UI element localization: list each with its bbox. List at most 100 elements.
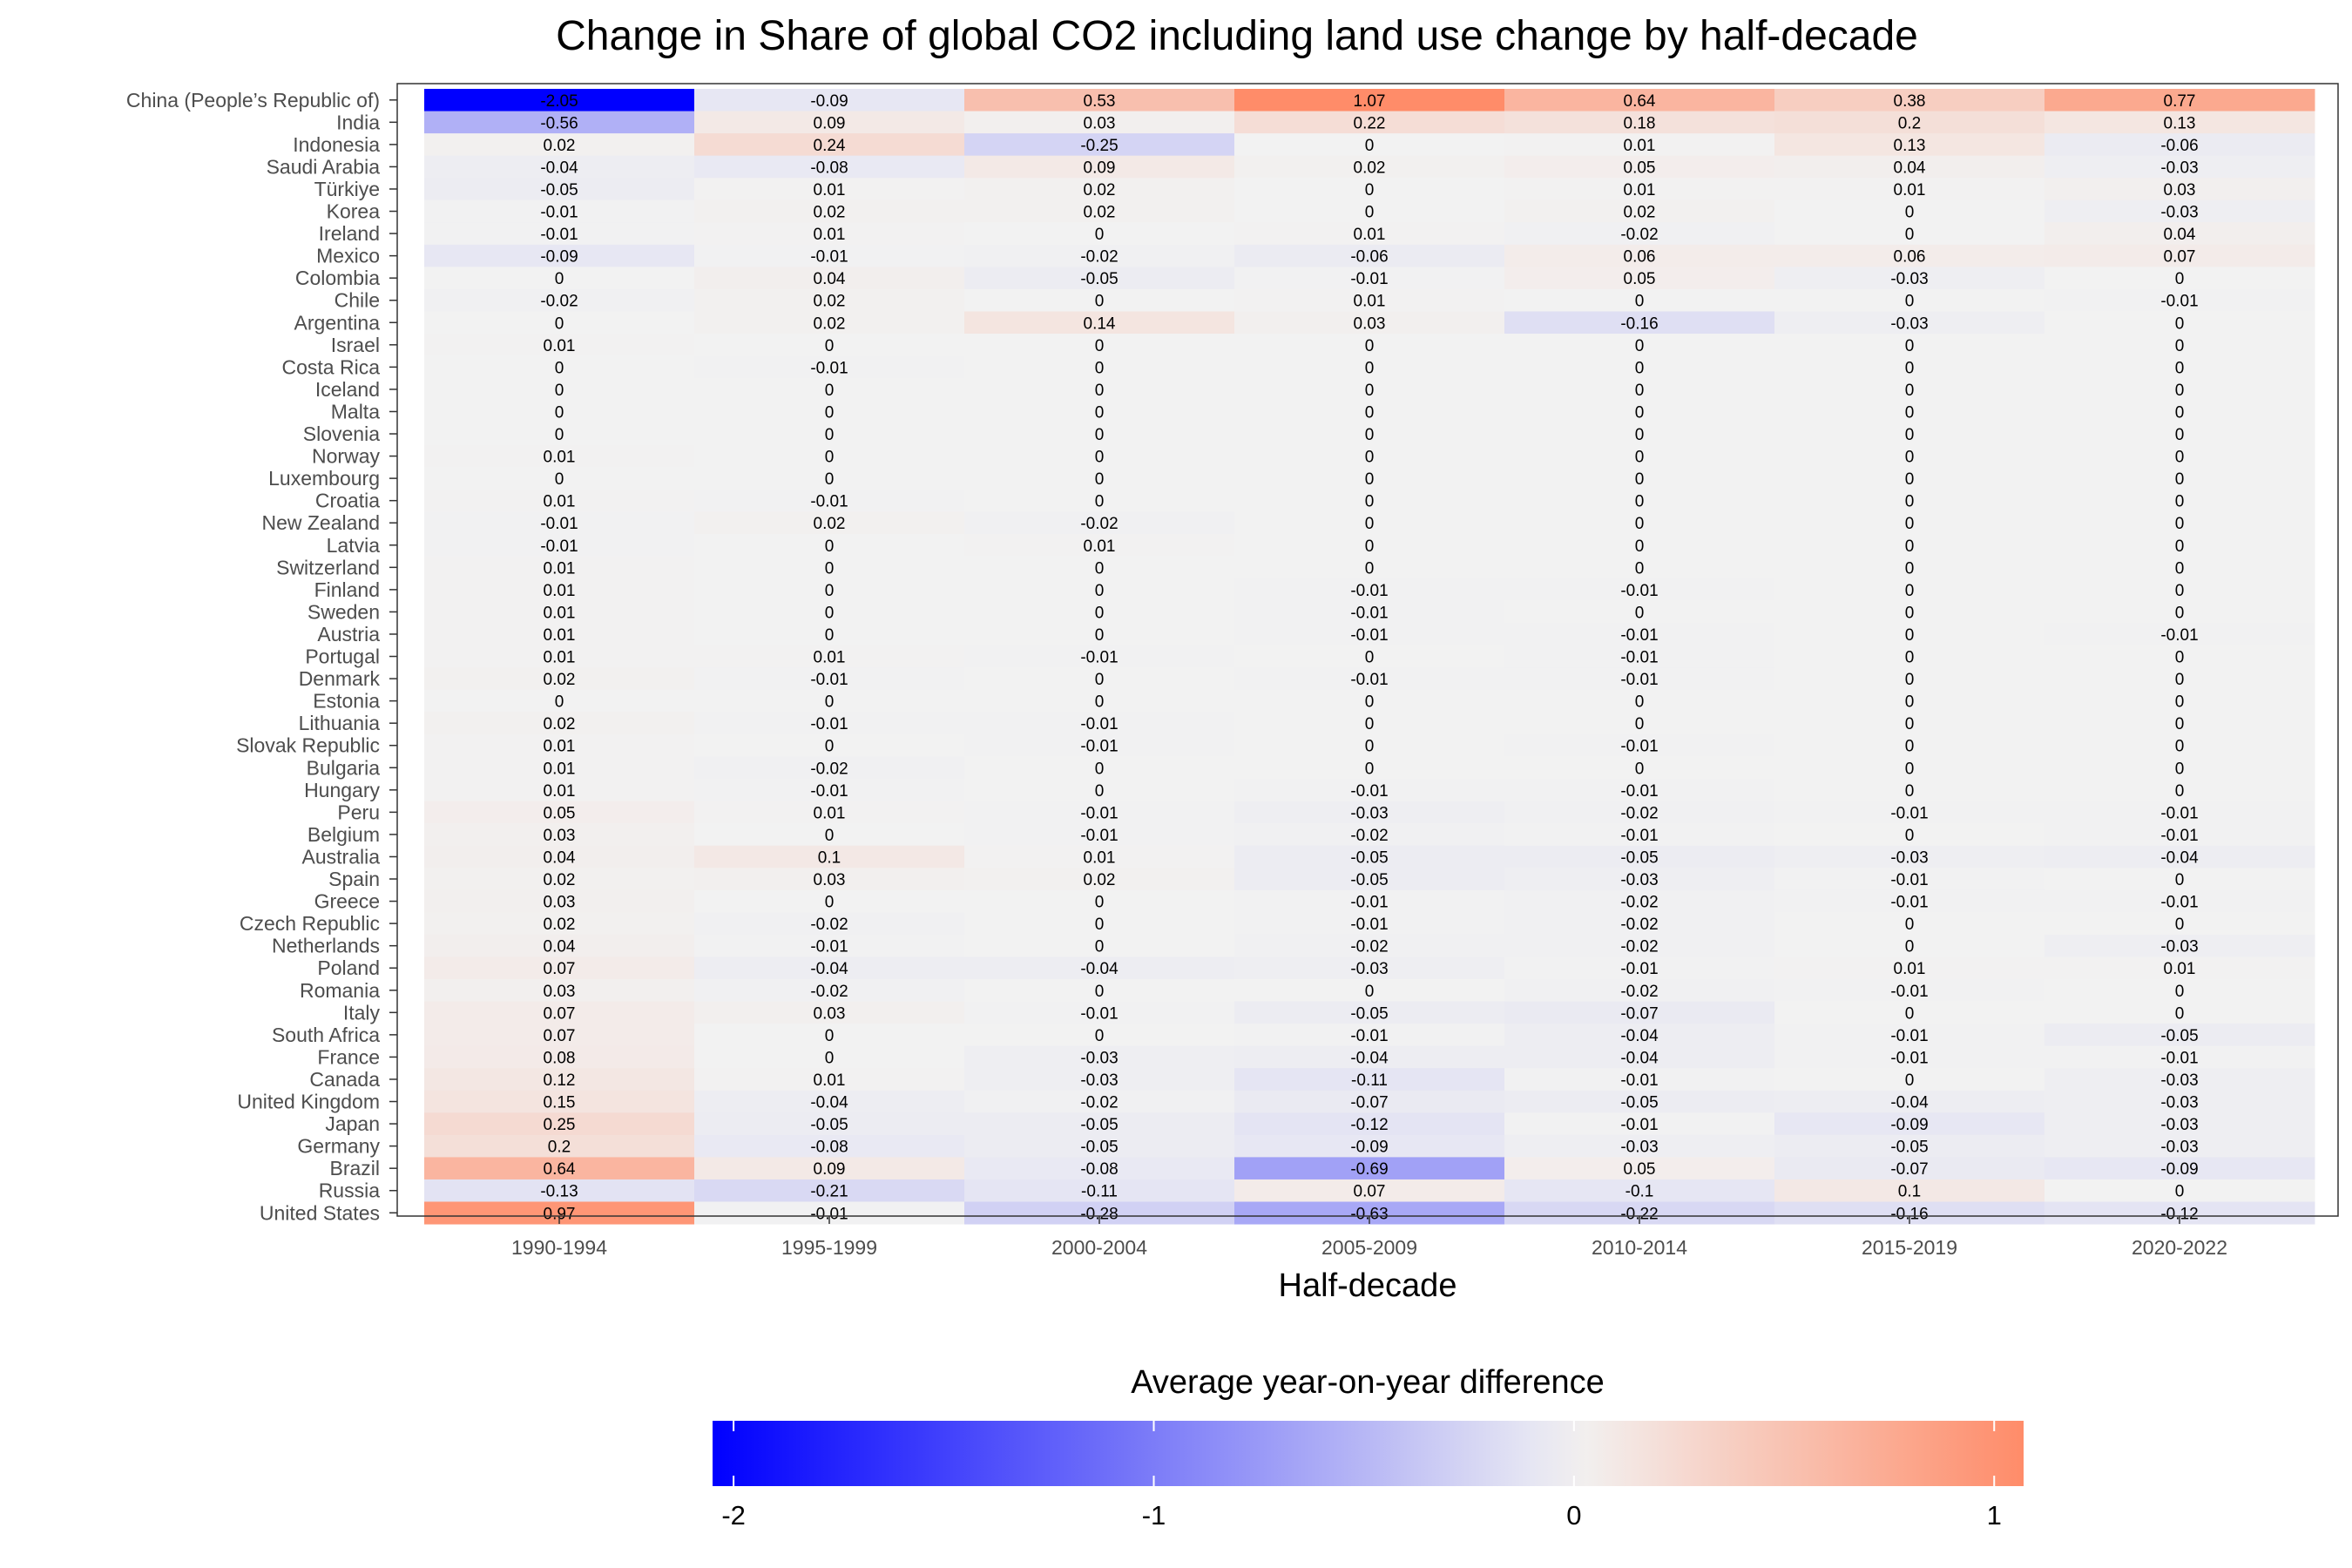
cell-value-label: 0	[2175, 449, 2185, 467]
heatmap-cell	[2044, 467, 2315, 490]
heatmap-cell	[964, 378, 1235, 402]
cell-value-label: 0	[1635, 604, 1645, 622]
y-tick-label: Spain	[328, 868, 380, 890]
cell-value-label: -0.01	[1620, 626, 1658, 645]
y-tick-label: Bulgaria	[307, 756, 381, 779]
cell-value-label: 0	[2175, 493, 2185, 511]
cell-value-label: 0	[1365, 559, 1375, 578]
heatmap-cell	[694, 222, 965, 246]
cell-value-label: -0.03	[2160, 1094, 2198, 1112]
heatmap-cell	[1774, 334, 2045, 357]
cell-value-label: 0	[1905, 1071, 1915, 1090]
cell-value-label: -0.01	[1350, 270, 1388, 288]
cell-value-label: 0	[2175, 403, 2185, 422]
heatmap-cell	[964, 199, 1235, 223]
y-tick-label: Czech Republic	[240, 912, 380, 935]
cell-value-label: 0.09	[814, 114, 846, 132]
cell-value-label: 0	[1905, 204, 1915, 222]
cell-value-label: 0	[1095, 693, 1105, 712]
cell-value-label: -0.05	[1350, 848, 1388, 867]
heatmap-cell	[1504, 311, 1775, 335]
cell-value-label: -0.03	[1620, 1139, 1658, 1157]
heatmap-cell	[694, 845, 965, 868]
heatmap-cell	[694, 779, 965, 802]
heatmap-cell	[1504, 111, 1775, 134]
heatmap-cell	[694, 444, 965, 468]
cell-value-label: 0	[2175, 760, 2185, 778]
cell-value-label: -0.05	[1620, 848, 1658, 867]
cell-value-label: 0	[825, 537, 835, 556]
heatmap-cell	[424, 444, 695, 468]
cell-value-label: -0.02	[1350, 938, 1388, 956]
cell-value-label: -0.01	[1890, 804, 1928, 822]
heatmap-cell	[424, 1090, 695, 1113]
cell-value-label: 0	[2175, 270, 2185, 288]
cell-value-label: 0	[1095, 359, 1105, 377]
heatmap-cell	[424, 578, 695, 602]
heatmap-cell	[1234, 178, 1505, 201]
heatmap-cell	[1234, 355, 1505, 379]
cell-value-label: 0	[1095, 582, 1105, 600]
heatmap-cell	[1234, 667, 1505, 691]
heatmap-cell	[1504, 756, 1775, 780]
cell-value-label: -0.01	[540, 537, 578, 556]
cell-value-label: 0.05	[1624, 1160, 1656, 1179]
cell-value-label: -0.04	[1080, 960, 1119, 978]
heatmap-cell	[1774, 1112, 2045, 1136]
cell-value-label: -0.01	[1620, 649, 1658, 667]
heatmap-cell	[1234, 1090, 1505, 1113]
heatmap-cell	[964, 1045, 1235, 1069]
cell-value-label: 0.03	[544, 827, 576, 845]
heatmap-cell	[964, 645, 1235, 668]
y-tick-label: New Zealand	[261, 511, 380, 534]
heatmap-cell	[1234, 1179, 1505, 1202]
heatmap-cell	[1234, 378, 1505, 402]
cell-value-label: -0.04	[2160, 848, 2199, 867]
heatmap-cell	[2044, 422, 2315, 446]
x-tick-label: 1990-1994	[511, 1236, 607, 1259]
heatmap-cell	[964, 934, 1235, 957]
cell-value-label: 0	[1905, 938, 1915, 956]
cell-value-label: 0	[1365, 449, 1375, 467]
y-tick-label: Chile	[335, 289, 380, 312]
cell-value-label: 0	[1635, 337, 1645, 355]
cell-value-label: 0	[1905, 449, 1915, 467]
cell-value-label: 0	[1365, 493, 1375, 511]
heatmap-cell	[424, 355, 695, 379]
legend-tick-label: -1	[1142, 1500, 1166, 1531]
cell-value-label: -0.01	[540, 515, 578, 533]
heatmap-cell	[1774, 868, 2045, 891]
cell-value-label: 0.04	[814, 270, 846, 288]
cell-value-label: -0.05	[1350, 1004, 1388, 1023]
heatmap-cell	[694, 267, 965, 290]
y-tick-label: Colombia	[295, 267, 380, 289]
cell-value-label: 0.06	[1894, 248, 1926, 267]
cell-value-label: -0.01	[1350, 671, 1388, 689]
heatmap-cell	[1234, 645, 1505, 668]
cell-value-label: 0.02	[1354, 159, 1386, 177]
cell-value-label: 0	[1905, 1004, 1915, 1023]
heatmap-cell	[1234, 733, 1505, 757]
cell-value-label: 0.2	[1898, 114, 1921, 132]
cell-value-label: 0.02	[1084, 181, 1116, 199]
heatmap-cell	[1504, 868, 1775, 891]
heatmap-cell	[2044, 267, 2315, 290]
y-tick-label: Netherlands	[272, 935, 380, 957]
cell-value-label: -0.02	[1620, 916, 1658, 934]
heatmap-cell	[1504, 444, 1775, 468]
heatmap-cell	[1504, 889, 1775, 913]
y-tick-label: South Africa	[272, 1024, 380, 1046]
cell-value-label: 0	[1365, 337, 1375, 355]
heatmap-cell	[424, 1068, 695, 1092]
cell-value-label: -0.01	[2160, 894, 2198, 912]
cell-value-label: 0.77	[2164, 92, 2196, 111]
heatmap-cell	[1234, 578, 1505, 602]
heatmap-cell	[424, 956, 695, 980]
heatmap-cell	[2044, 1179, 2315, 1202]
heatmap-cell	[424, 267, 695, 290]
cell-value-label: 0	[2175, 515, 2185, 533]
legend-ticks: -2 -1 0 1	[721, 1421, 2002, 1531]
heatmap-cell	[1504, 733, 1775, 757]
heatmap-cell	[1504, 199, 1775, 223]
cell-value-label: 0	[2175, 715, 2185, 733]
